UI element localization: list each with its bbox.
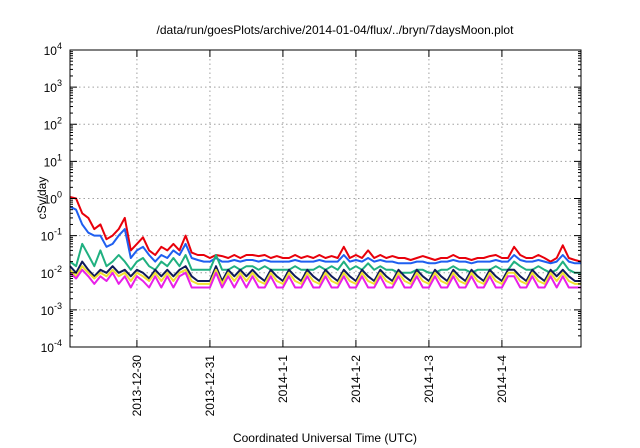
y-axis-ticks: 10-4 10-3 10-2 10-1 100 101 102 103 104: [41, 41, 581, 355]
x-tick-label: 2014-1-3: [422, 355, 436, 403]
y-tick-label: 10-2: [41, 264, 62, 281]
y-tick-label: 104: [44, 41, 62, 58]
series-line-2: [69, 205, 581, 265]
series-line-1: [69, 196, 582, 263]
y-axis-label: cSv/day: [35, 177, 49, 220]
y-tick-label: 101: [44, 152, 62, 169]
series-line-6: [69, 268, 581, 289]
series-line-4: [69, 260, 581, 282]
plot-frame: [69, 49, 582, 348]
y-tick-label: 10-4: [41, 338, 62, 355]
x-tick-label: 2013-12-30: [130, 355, 144, 417]
y-tick-label: 102: [44, 115, 62, 132]
y-tick-label: 10-3: [41, 301, 62, 318]
x-axis-ticks: 2013-12-30 2013-12-31 2014-1-1 2014-1-2 2014…: [130, 50, 509, 416]
x-tick-label: 2014-1-1: [276, 355, 290, 403]
x-axis-label: Coordinated Universal Time (UTC): [233, 431, 417, 445]
series-line-5: [69, 265, 581, 285]
x-tick-label: 2013-12-31: [203, 355, 217, 417]
chart-title: /data/run/goesPlots/archive/2014-01-04/f…: [157, 23, 515, 37]
series-layer: [69, 196, 582, 289]
x-tick-label: 2014-1-4: [495, 355, 509, 403]
grid-lines: [70, 50, 581, 347]
y-tick-label: 100: [44, 190, 62, 207]
y-tick-label: 10-1: [41, 227, 62, 244]
y-tick-label: 103: [44, 78, 62, 95]
x-tick-label: 2014-1-2: [349, 355, 363, 403]
